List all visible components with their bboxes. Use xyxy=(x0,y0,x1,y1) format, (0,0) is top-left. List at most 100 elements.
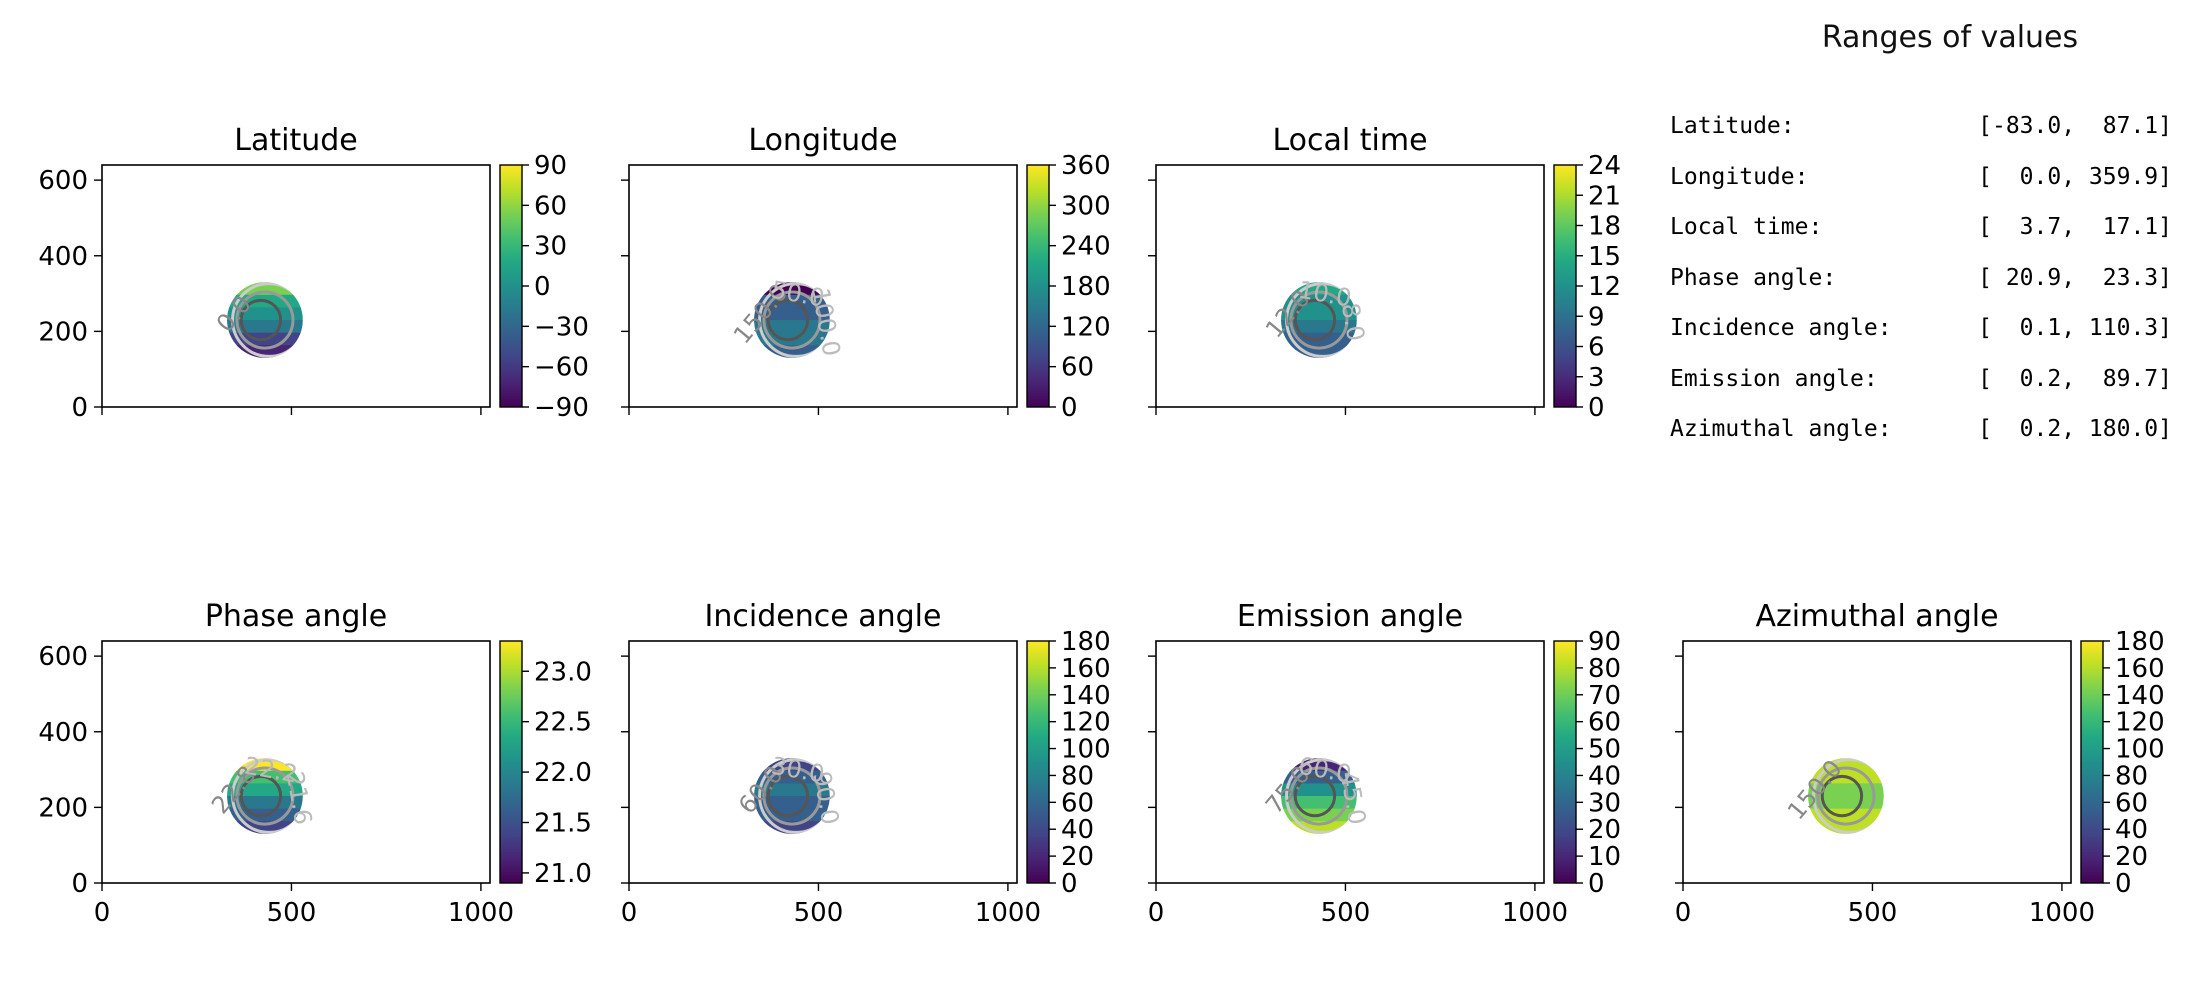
x-tick-label: 1000 xyxy=(1502,898,1568,928)
colorbar-tick-label: 240 xyxy=(1061,232,1111,262)
y-tick-label: 600 xyxy=(38,166,88,196)
x-tick-label: 500 xyxy=(267,898,317,928)
y-tick-label: 600 xyxy=(38,642,88,672)
image-band xyxy=(227,796,303,810)
y-tick-label: 400 xyxy=(38,242,88,272)
colorbar xyxy=(1553,164,1577,408)
plot-frame xyxy=(101,640,491,884)
colorbar-tick-label: 0 xyxy=(1061,393,1078,423)
range-label: Local time: xyxy=(1670,214,1823,240)
colorbar-tick-label: 15 xyxy=(1588,242,1621,272)
colorbar-tick-label: −90 xyxy=(534,393,589,423)
colorbar-tick-label: 24 xyxy=(1588,151,1621,181)
panel-title: Latitude xyxy=(234,123,357,158)
image-band xyxy=(754,796,830,810)
plot-frame xyxy=(1682,640,2072,884)
colorbar-tick-label: 50 xyxy=(1588,735,1621,765)
contour-line xyxy=(1820,774,1864,818)
colorbar-tick-label: 0 xyxy=(2115,869,2132,899)
colorbar-tick-label: 20 xyxy=(1061,842,1094,872)
colorbar-tick-label: 80 xyxy=(1588,654,1621,684)
colorbar-tick-label: 60 xyxy=(1061,353,1094,383)
range-value: [ 3.7, 17.1] xyxy=(1978,214,2172,240)
colorbar-tick-label: 40 xyxy=(2115,815,2148,845)
contour-line xyxy=(1289,290,1349,350)
image-band xyxy=(754,320,830,334)
image-band xyxy=(227,307,303,322)
image-band xyxy=(227,320,303,334)
range-row-local-time: Local time: [ 3.7, 17.1] xyxy=(1670,202,2172,253)
contour-line xyxy=(1816,766,1876,826)
colorbar-tick-label: 180 xyxy=(1061,272,1111,302)
plot-frame xyxy=(628,164,1018,408)
y-tick-label: 200 xyxy=(38,317,88,347)
contour-line xyxy=(231,758,303,834)
colorbar-tick-label: 0 xyxy=(1588,393,1605,423)
colorbar-tick-label: 180 xyxy=(1061,627,1111,657)
colorbar xyxy=(499,640,523,884)
colorbar-tick-label: 22.0 xyxy=(534,758,592,788)
image-band xyxy=(1281,783,1357,798)
image-band xyxy=(754,783,830,798)
colorbar-tick-label: 120 xyxy=(1061,312,1111,342)
y-tick-label: 400 xyxy=(38,718,88,748)
contour-line xyxy=(766,774,810,818)
colorbar-tick-label: 21 xyxy=(1588,181,1621,211)
colorbar-tick-label: 0 xyxy=(1588,869,1605,899)
image-band xyxy=(754,307,830,322)
y-tick-label: 0 xyxy=(71,393,88,423)
colorbar-tick-label: 80 xyxy=(2115,761,2148,791)
colorbar-tick-label: 100 xyxy=(1061,735,1111,765)
colorbar-tick-label: 60 xyxy=(1061,788,1094,818)
range-value: [ 0.2, 89.7] xyxy=(1978,365,2172,392)
image-band xyxy=(1808,783,1884,798)
range-row-latitude: Latitude: [-83.0, 87.1] xyxy=(1670,101,2172,152)
contour-line xyxy=(235,766,295,826)
contour-line xyxy=(235,290,295,350)
range-row-incidence-angle: Incidence angle: [ 0.1, 110.3] xyxy=(1670,303,2172,354)
range-value: [-83.0, 87.1] xyxy=(1978,113,2172,139)
y-tick-label: 200 xyxy=(38,793,88,823)
range-value: [ 0.2, 180.0] xyxy=(1978,416,2172,442)
contour-line xyxy=(231,282,303,358)
colorbar-tick-label: 140 xyxy=(1061,681,1111,711)
colorbar-tick-label: 60 xyxy=(1588,708,1621,738)
plot-frame xyxy=(1155,164,1545,408)
contour-line xyxy=(766,298,810,342)
x-tick-label: 1000 xyxy=(975,898,1041,928)
contour-label: 8.0 xyxy=(1336,301,1370,343)
ranges-panel: Ranges of values Latitude: [-83.0, 87.1] … xyxy=(1670,20,2190,455)
colorbar-tick-label: 0 xyxy=(534,272,551,302)
colorbar-tick-label: 21.5 xyxy=(534,809,592,839)
image-band xyxy=(1808,796,1884,810)
contour-line xyxy=(758,758,830,834)
image-disk xyxy=(227,282,303,358)
colorbar-tick-label: 160 xyxy=(1061,654,1111,684)
y-tick-label: 0 xyxy=(71,869,88,899)
x-tick-label: 0 xyxy=(94,898,111,928)
colorbar-tick-label: 20 xyxy=(2115,842,2148,872)
colorbar-tick-label: 40 xyxy=(1588,761,1621,791)
range-row-azimuthal-angle: Azimuthal angle: [ 0.2, 180.0] xyxy=(1670,404,2172,455)
contour-line xyxy=(1285,758,1357,834)
colorbar-tick-label: 90 xyxy=(1588,627,1621,657)
ranges-title: Ranges of values xyxy=(1821,20,2079,55)
panel-title: Phase angle xyxy=(205,599,387,634)
colorbar xyxy=(499,164,523,408)
contour-line xyxy=(239,298,283,342)
colorbar-tick-label: −30 xyxy=(534,312,589,342)
colorbar xyxy=(2080,640,2104,884)
x-tick-label: 1000 xyxy=(448,898,514,928)
panel-title: Local time xyxy=(1272,123,1427,158)
colorbar-tick-label: 300 xyxy=(1061,191,1111,221)
colorbar-tick-label: 21.0 xyxy=(534,859,592,889)
range-row-longitude: Longitude: [ 0.0, 359.9] xyxy=(1670,152,2172,203)
colorbar-tick-label: 120 xyxy=(2115,708,2165,738)
image-band xyxy=(227,783,303,798)
contour-line xyxy=(1293,774,1337,818)
